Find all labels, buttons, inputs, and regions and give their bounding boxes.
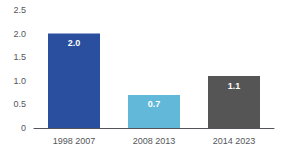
svg-text:0.5: 0.5	[13, 99, 26, 109]
svg-text:2008 2013: 2008 2013	[133, 136, 176, 146]
svg-text:2.5: 2.5	[13, 5, 26, 15]
svg-text:0: 0	[21, 123, 26, 133]
svg-text:1998 2007: 1998 2007	[53, 136, 96, 146]
svg-text:1.5: 1.5	[13, 52, 26, 62]
svg-text:1.1: 1.1	[228, 81, 241, 91]
svg-text:2.0: 2.0	[68, 38, 81, 48]
svg-text:2.0: 2.0	[13, 29, 26, 39]
svg-text:2014 2023: 2014 2023	[213, 136, 256, 146]
svg-text:0.7: 0.7	[148, 99, 161, 109]
svg-text:1.0: 1.0	[13, 76, 26, 86]
